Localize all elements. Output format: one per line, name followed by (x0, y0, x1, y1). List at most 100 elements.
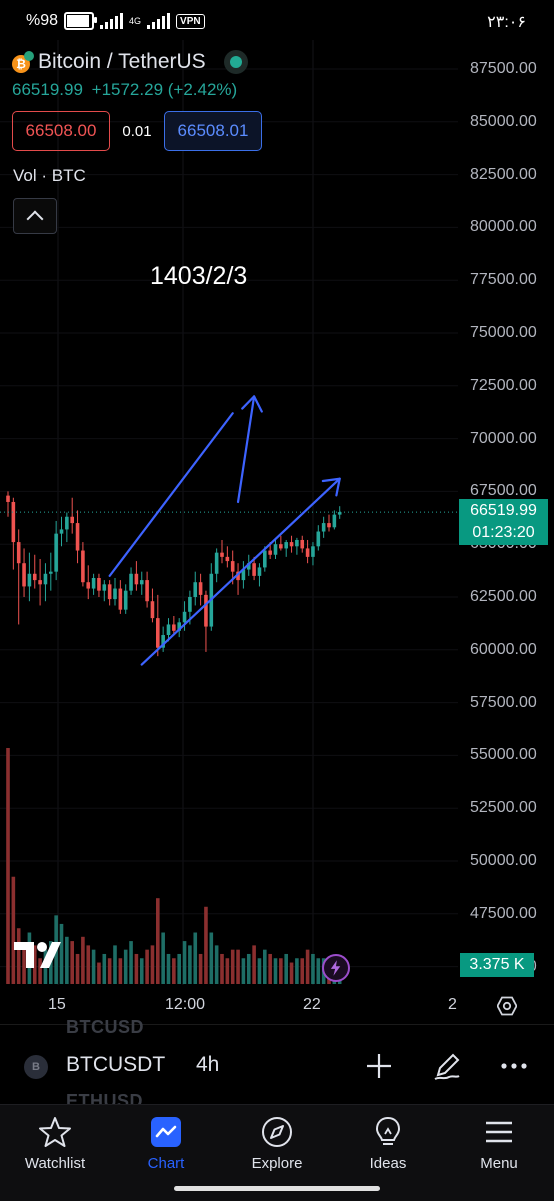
candle-body (316, 531, 321, 547)
candle-body (75, 523, 80, 551)
volume-bar (156, 898, 160, 984)
chart-annotation-text[interactable]: 1403/2/3 (150, 262, 248, 290)
nav-ideas[interactable]: Ideas (338, 1115, 438, 1172)
time-axis-tick: 15 (48, 996, 66, 1013)
arrow-head (321, 477, 341, 497)
candle-body (38, 580, 42, 585)
candle-body (32, 573, 37, 581)
lightning-icon[interactable] (322, 954, 350, 982)
candle-body (54, 533, 58, 572)
candle-body (145, 580, 149, 602)
volume-bar (305, 949, 310, 984)
volume-bar (252, 945, 256, 984)
candle-body (43, 573, 48, 585)
price-axis-tick: 62500.00 (470, 588, 537, 605)
candle-body (150, 601, 155, 619)
volume-bar (268, 953, 272, 984)
volume-bar (188, 945, 192, 984)
candle-body (193, 582, 198, 597)
tradingview-logo-icon[interactable] (14, 940, 62, 970)
nav-menu[interactable]: Menu (449, 1115, 549, 1172)
price-axis-tick: 75000.00 (470, 324, 537, 341)
candle-body (332, 514, 337, 528)
volume-bar (214, 945, 219, 984)
trend-line (108, 412, 234, 577)
volume-bar (161, 932, 165, 984)
more-options-icon[interactable] (497, 1049, 531, 1083)
market-status-icon[interactable] (223, 50, 248, 74)
volume-bar (107, 958, 112, 984)
sell-button[interactable]: 66508.00 (12, 111, 110, 151)
volume-bar (129, 941, 133, 984)
nav-ideas-label: Ideas (369, 1155, 407, 1172)
volume-bar (16, 928, 21, 984)
candle-body (214, 552, 219, 574)
volume-bar (246, 953, 251, 984)
candle-body (81, 550, 85, 583)
bitcoin-logo-icon: ₿ (12, 51, 34, 73)
price-axis-tick: 55000.00 (470, 746, 537, 764)
volume-bar (209, 932, 214, 984)
candle-body (204, 594, 208, 627)
nav-chart[interactable]: Chart (116, 1115, 216, 1172)
price-chart[interactable] (0, 0, 554, 1024)
candle-body (279, 544, 283, 549)
volume-bar (6, 748, 10, 984)
volume-bar (273, 958, 278, 984)
volume-bar (22, 949, 26, 984)
candle-body (177, 622, 181, 631)
candle-body (321, 523, 326, 532)
status-time: ۲۳:۰۶ (487, 14, 526, 31)
candle-body (107, 584, 112, 600)
volume-bar (70, 941, 74, 984)
candle-body (246, 563, 251, 570)
hamburger-icon (486, 1121, 512, 1143)
volume-bar (150, 945, 155, 984)
star-icon (39, 1117, 71, 1147)
candle-body (252, 563, 256, 576)
price-axis-tick: 85000.00 (470, 112, 537, 130)
drawing-tool-icon[interactable] (430, 1049, 464, 1083)
candle-body (305, 548, 310, 557)
symbol-name[interactable]: BTCUSDT (66, 1053, 166, 1076)
volume-bar (225, 958, 230, 984)
arrow-head (241, 395, 263, 413)
volume-bar (279, 958, 283, 984)
add-icon[interactable] (362, 1049, 396, 1083)
volume-bar (81, 936, 85, 984)
candle-body (27, 573, 32, 587)
nav-watchlist[interactable]: Watchlist (5, 1115, 105, 1172)
price-axis-tick: 82500.00 (470, 165, 537, 183)
buy-button[interactable]: 66508.01 (164, 111, 262, 151)
candle-body (156, 618, 160, 648)
timeframe-selector[interactable]: 4h (196, 1053, 220, 1076)
candle-body (91, 577, 96, 589)
current-price-value: 66519.99 (470, 502, 537, 519)
volume-value-tag: 3.375 K (460, 953, 534, 977)
time-axis-tick: 2 (448, 996, 457, 1013)
candle-body (113, 588, 117, 600)
last-price: 66519.99 (12, 80, 83, 99)
candle-body (6, 495, 10, 502)
symbol-bar[interactable]: BTCUSD B BTCUSDT 4h ETHUSD (0, 1017, 554, 1111)
vpn-icon: VPN (176, 13, 205, 29)
spread-value: 0.01 (122, 122, 152, 140)
chart-area[interactable]: ₿ Bitcoin / TetherUS 66519.99 +1572.29 (… (0, 0, 554, 1024)
volume-bar (118, 958, 123, 984)
volume-bar (172, 958, 176, 984)
chart-settings-icon[interactable] (497, 996, 517, 1016)
battery-icon (64, 12, 98, 30)
collapse-indicators-button[interactable] (13, 198, 57, 234)
volume-indicator-label[interactable]: Vol · BTC (13, 166, 86, 185)
candle-body (59, 529, 64, 534)
candle-body (284, 542, 288, 549)
volume-bar (38, 958, 42, 984)
volume-bar (32, 945, 37, 984)
candle-body (337, 512, 342, 515)
nav-explore[interactable]: Explore (227, 1115, 327, 1172)
chart-header: ₿ Bitcoin / TetherUS 66519.99 +1572.29 (… (12, 50, 248, 100)
candle-body (225, 556, 230, 562)
volume-bar (257, 958, 262, 984)
candle-body (268, 550, 272, 555)
pair-title[interactable]: Bitcoin / TetherUS (38, 50, 206, 73)
